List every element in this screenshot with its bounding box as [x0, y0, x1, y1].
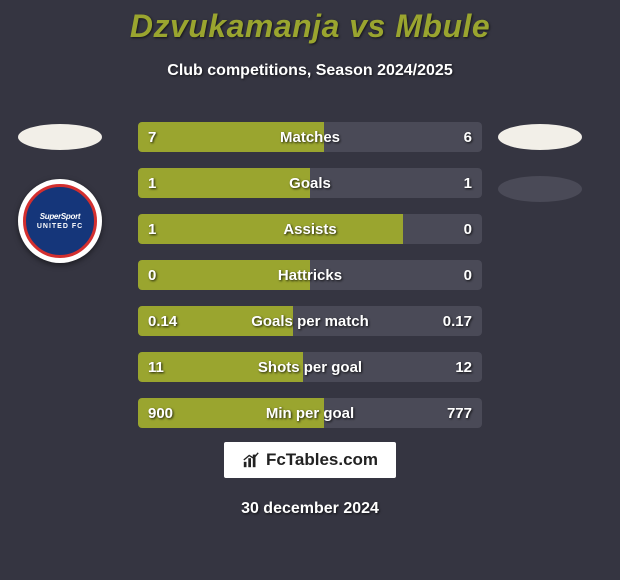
- stat-row: 10Assists: [138, 214, 482, 244]
- stat-label: Goals per match: [138, 306, 482, 336]
- page-title: Dzvukamanja vs Mbule: [0, 8, 620, 45]
- attribution-text: FcTables.com: [266, 450, 378, 470]
- date-label: 30 december 2024: [0, 500, 620, 518]
- club-logo-left: SuperSport UNITED FC: [18, 179, 102, 263]
- stat-row: 0.140.17Goals per match: [138, 306, 482, 336]
- stat-row: 00Hattricks: [138, 260, 482, 290]
- stat-row: 11Goals: [138, 168, 482, 198]
- attribution: FcTables.com: [0, 442, 620, 478]
- stat-row: 900777Min per goal: [138, 398, 482, 428]
- stat-label: Shots per goal: [138, 352, 482, 382]
- chart-icon: [242, 451, 260, 469]
- stat-row: 76Matches: [138, 122, 482, 152]
- attribution-box[interactable]: FcTables.com: [224, 442, 396, 478]
- stat-row: 1112Shots per goal: [138, 352, 482, 382]
- club-logo-line1: SuperSport: [40, 212, 81, 221]
- badge-ellipse-top-left: [18, 124, 102, 150]
- page-subtitle: Club competitions, Season 2024/2025: [0, 62, 620, 80]
- stat-label: Goals: [138, 168, 482, 198]
- badge-ellipse-mid-right: [498, 176, 582, 202]
- stat-label: Hattricks: [138, 260, 482, 290]
- stat-label: Matches: [138, 122, 482, 152]
- stats-container: 76Matches 11Goals 10Assists 00Hattricks 0.14…: [138, 122, 482, 428]
- club-logo-inner: SuperSport UNITED FC: [23, 184, 97, 258]
- stat-label: Min per goal: [138, 398, 482, 428]
- club-logo-line2: UNITED FC: [37, 223, 83, 230]
- stat-label: Assists: [138, 214, 482, 244]
- badge-ellipse-top-right: [498, 124, 582, 150]
